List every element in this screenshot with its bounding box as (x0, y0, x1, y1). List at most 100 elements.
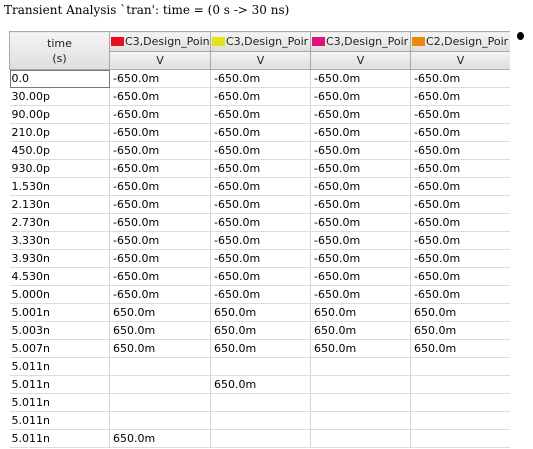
value-cell[interactable] (210, 411, 311, 430)
value-cell[interactable]: -650.0m (210, 285, 311, 304)
value-cell[interactable]: -650.0m (109, 249, 211, 268)
time-cell[interactable]: 5.011n (9, 411, 110, 430)
time-cell[interactable]: 930.0p (9, 159, 110, 178)
value-cell[interactable]: 650.0m (109, 303, 211, 322)
time-cell[interactable]: 2.730n (9, 213, 110, 232)
value-cell[interactable]: 650.0m (310, 303, 411, 322)
time-cell[interactable]: 2.130n (9, 195, 110, 214)
value-cell[interactable]: -650.0m (310, 267, 411, 286)
value-cell[interactable]: -650.0m (109, 285, 211, 304)
signal-column-header-3[interactable]: C3,Design_Poir (310, 31, 411, 52)
value-cell[interactable] (109, 375, 211, 394)
table-row[interactable]: 90.00p -650.0m -650.0m -650.0m -650.0m (9, 105, 510, 124)
value-cell[interactable]: -650.0m (410, 105, 510, 124)
value-cell[interactable]: -650.0m (109, 231, 211, 250)
time-cell[interactable]: 4.530n (9, 267, 110, 286)
value-cell[interactable]: -650.0m (210, 177, 311, 196)
value-cell[interactable]: 650.0m (109, 339, 211, 358)
results-table-container[interactable]: time (s) C3,Design_Poin C3,Design_Poir C… (9, 31, 510, 449)
value-cell[interactable]: -650.0m (210, 105, 311, 124)
time-column-header[interactable]: time (s) (9, 31, 110, 70)
time-cell[interactable]: 210.0p (9, 123, 110, 142)
value-cell[interactable]: -650.0m (410, 177, 510, 196)
value-cell[interactable]: 650.0m (210, 321, 311, 340)
time-cell[interactable]: 5.007n (9, 339, 110, 358)
table-row[interactable]: 0.0 -650.0m -650.0m -650.0m -650.0m (9, 69, 510, 88)
value-cell[interactable] (310, 357, 411, 376)
value-cell[interactable]: -650.0m (210, 159, 311, 178)
table-row[interactable]: 5.011n (9, 357, 510, 376)
value-cell[interactable]: -650.0m (109, 87, 211, 106)
value-cell[interactable]: -650.0m (210, 249, 311, 268)
table-row[interactable]: 3.330n -650.0m -650.0m -650.0m -650.0m (9, 231, 510, 250)
table-row[interactable]: 5.007n 650.0m 650.0m 650.0m 650.0m (9, 339, 510, 358)
value-cell[interactable] (210, 429, 311, 448)
time-cell[interactable]: 5.011n (9, 429, 110, 448)
value-cell[interactable]: -650.0m (310, 177, 411, 196)
table-row[interactable]: 5.000n -650.0m -650.0m -650.0m -650.0m (9, 285, 510, 304)
value-cell[interactable]: -650.0m (210, 267, 311, 286)
value-cell[interactable]: 650.0m (109, 321, 211, 340)
value-cell[interactable]: 650.0m (210, 375, 311, 394)
value-cell[interactable] (210, 357, 311, 376)
time-cell[interactable]: 5.000n (9, 285, 110, 304)
value-cell[interactable]: -650.0m (109, 105, 211, 124)
table-row[interactable]: 5.001n 650.0m 650.0m 650.0m 650.0m (9, 303, 510, 322)
value-cell[interactable]: -650.0m (310, 285, 411, 304)
value-cell[interactable]: -650.0m (410, 267, 510, 286)
table-row[interactable]: 2.130n -650.0m -650.0m -650.0m -650.0m (9, 195, 510, 214)
value-cell[interactable]: -650.0m (310, 195, 411, 214)
time-cell[interactable]: 30.00p (9, 87, 110, 106)
value-cell[interactable]: -650.0m (210, 213, 311, 232)
value-cell[interactable]: -650.0m (310, 105, 411, 124)
value-cell[interactable]: -650.0m (410, 159, 510, 178)
value-cell[interactable]: -650.0m (109, 267, 211, 286)
value-cell[interactable]: -650.0m (210, 141, 311, 160)
value-cell[interactable]: -650.0m (109, 177, 211, 196)
time-cell[interactable]: 5.001n (9, 303, 110, 322)
value-cell[interactable]: -650.0m (310, 141, 411, 160)
table-row[interactable]: 1.530n -650.0m -650.0m -650.0m -650.0m (9, 177, 510, 196)
value-cell[interactable]: -650.0m (410, 213, 510, 232)
table-row[interactable]: 930.0p -650.0m -650.0m -650.0m -650.0m (9, 159, 510, 178)
value-cell[interactable]: -650.0m (109, 195, 211, 214)
signal-column-header-2[interactable]: C3,Design_Poir (210, 31, 311, 52)
table-row[interactable]: 5.003n 650.0m 650.0m 650.0m 650.0m (9, 321, 510, 340)
time-cell[interactable]: 90.00p (9, 105, 110, 124)
value-cell[interactable] (310, 375, 411, 394)
value-cell[interactable]: -650.0m (310, 87, 411, 106)
value-cell[interactable]: -650.0m (210, 231, 311, 250)
value-cell[interactable]: -650.0m (410, 231, 510, 250)
value-cell[interactable] (109, 357, 211, 376)
value-cell[interactable]: -650.0m (210, 87, 311, 106)
value-cell[interactable]: 650.0m (410, 321, 510, 340)
value-cell[interactable]: 650.0m (410, 339, 510, 358)
value-cell[interactable]: -650.0m (109, 69, 211, 88)
table-row[interactable]: 450.0p -650.0m -650.0m -650.0m -650.0m (9, 141, 510, 160)
value-cell[interactable]: -650.0m (310, 159, 411, 178)
value-cell[interactable] (310, 411, 411, 430)
table-row[interactable]: 3.930n -650.0m -650.0m -650.0m -650.0m (9, 249, 510, 268)
value-cell[interactable]: -650.0m (410, 285, 510, 304)
value-cell[interactable] (410, 429, 510, 448)
signal-column-header-4[interactable]: C2,Design_Poir (410, 31, 510, 52)
time-cell[interactable]: 5.011n (9, 393, 110, 412)
value-cell[interactable]: -650.0m (410, 123, 510, 142)
time-cell[interactable]: 1.530n (9, 177, 110, 196)
value-cell[interactable]: -650.0m (109, 123, 211, 142)
table-row[interactable]: 2.730n -650.0m -650.0m -650.0m -650.0m (9, 213, 510, 232)
value-cell[interactable]: -650.0m (210, 123, 311, 142)
value-cell[interactable]: -650.0m (410, 195, 510, 214)
value-cell[interactable] (109, 411, 211, 430)
value-cell[interactable]: -650.0m (410, 141, 510, 160)
table-row[interactable]: 5.011n 650.0m (9, 429, 510, 448)
value-cell[interactable] (210, 393, 311, 412)
value-cell[interactable]: -650.0m (410, 249, 510, 268)
value-cell[interactable]: 650.0m (210, 303, 311, 322)
signal-column-header-1[interactable]: C3,Design_Poin (109, 31, 211, 52)
table-row[interactable]: 210.0p -650.0m -650.0m -650.0m -650.0m (9, 123, 510, 142)
table-row[interactable]: 5.011n (9, 393, 510, 412)
value-cell[interactable]: -650.0m (109, 141, 211, 160)
value-cell[interactable]: -650.0m (210, 69, 311, 88)
time-cell[interactable]: 5.003n (9, 321, 110, 340)
